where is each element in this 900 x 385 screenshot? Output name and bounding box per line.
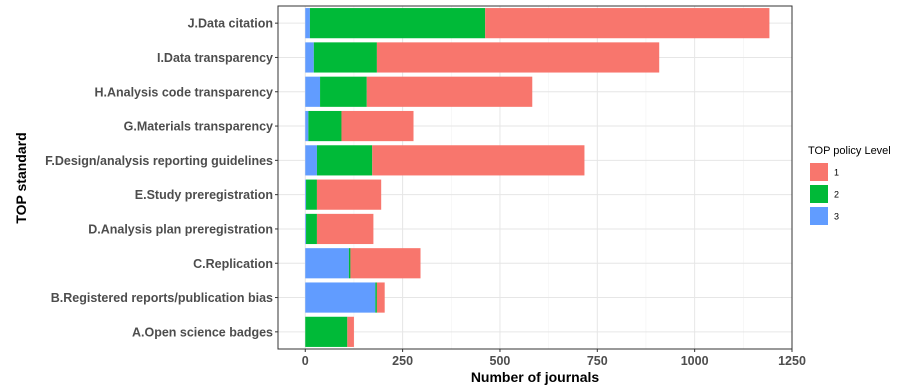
y-category-label: I.Data transparency (157, 51, 273, 65)
bar-level-3 (305, 179, 307, 210)
legend-key-2 (810, 185, 828, 203)
y-axis-title: TOP standard (13, 132, 29, 223)
x-axis-tick-labels: 0 250 500 750 1000 1250 (302, 349, 806, 368)
bar-level-1 (372, 145, 585, 176)
legend-label: 3 (834, 212, 839, 222)
bar-level-2 (309, 8, 486, 39)
bar-level-3 (305, 110, 309, 142)
x-tick-label: 0 (302, 354, 309, 368)
bar-level-1 (347, 316, 354, 347)
legend-label: 2 (834, 190, 839, 200)
y-category-label: F.Design/analysis reporting guidelines (45, 154, 273, 168)
bar-level-2 (348, 248, 351, 279)
bar-level-3 (305, 8, 310, 39)
bar-level-2 (320, 76, 367, 107)
y-axis-category-labels: A.Open science badges B.Registered report… (45, 17, 278, 339)
y-category-label: C.Replication (193, 257, 273, 271)
x-tick-label: 1250 (778, 354, 806, 368)
y-category-label: B.Registered reports/publication bias (51, 291, 273, 305)
y-category-label: G.Materials transparency (124, 120, 273, 134)
legend-label: 1 (834, 168, 839, 178)
legend-key-1 (810, 163, 828, 181)
bar-level-3 (305, 76, 321, 107)
legend: TOP policy Level 1 2 3 (808, 145, 891, 225)
bar-level-1 (350, 248, 421, 279)
y-category-label: H.Analysis code transparency (94, 85, 273, 99)
bar-level-1 (341, 110, 414, 142)
x-tick-label: 250 (392, 354, 413, 368)
bar-level-3 (305, 282, 376, 313)
y-category-label: E.Study preregistration (135, 188, 273, 202)
x-tick-label: 750 (587, 354, 608, 368)
bar-level-3 (305, 213, 307, 245)
x-axis-title: Number of journals (471, 369, 600, 385)
legend-title: TOP policy Level (808, 145, 891, 157)
bar-level-1 (376, 282, 385, 313)
bar-level-3 (305, 248, 349, 279)
x-tick-label: 1000 (681, 354, 709, 368)
bar-level-3 (305, 42, 314, 73)
bar-level-2 (306, 179, 317, 210)
bars (305, 8, 770, 347)
bar-level-1 (376, 42, 660, 73)
x-tick-label: 500 (490, 354, 511, 368)
bar-level-2 (316, 145, 373, 176)
bar-level-2 (305, 316, 348, 347)
y-category-label: A.Open science badges (132, 325, 273, 339)
y-category-label: D.Analysis plan preregistration (88, 222, 273, 236)
bar-level-1 (366, 76, 533, 107)
bar-level-2 (306, 213, 317, 245)
panel-border (277, 5, 793, 350)
legend-key-3 (810, 207, 828, 225)
bar-level-2 (313, 42, 377, 73)
y-category-label: J.Data citation (188, 17, 273, 31)
bar-level-2 (308, 110, 342, 142)
bar-level-1 (485, 8, 770, 39)
bar-level-3 (305, 145, 317, 176)
bar-level-2 (375, 282, 377, 313)
bar-level-1 (316, 179, 382, 210)
bar-level-1 (316, 213, 374, 245)
